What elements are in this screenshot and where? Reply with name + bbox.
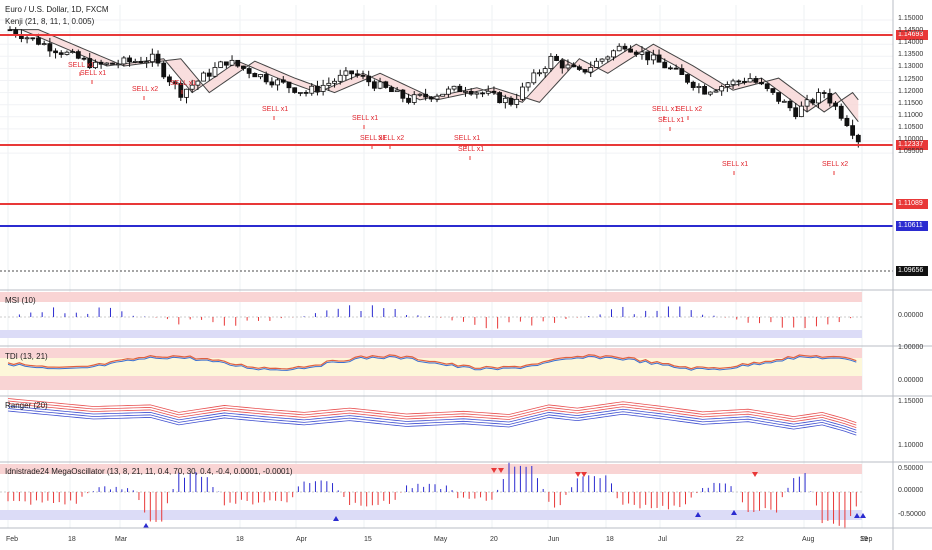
- price-tick: 1.14000: [898, 39, 924, 47]
- sell-signal-label: SELL x1: [458, 146, 485, 153]
- tdi-tick: 0.00000: [898, 377, 924, 384]
- sell-signal-label: SELL x1: [170, 80, 197, 87]
- indicator-panes: [0, 292, 866, 529]
- tdi-tick: 1.00000: [898, 344, 924, 351]
- price-grid: [0, 5, 893, 528]
- time-axis-label: 20: [490, 536, 498, 543]
- price-tick: 1.10000: [898, 136, 924, 143]
- mega-tick: -0.50000: [898, 511, 926, 518]
- support-resistance-levels: [0, 34, 893, 272]
- chart-header: Euro / U.S. Dollar, 1D, FXCM Kenji (21, …: [5, 4, 109, 28]
- sell-signal-label: SELL x1: [262, 106, 289, 113]
- price-tick: 1.14500: [898, 27, 924, 35]
- sell-signal-label: SELL x2: [676, 106, 703, 113]
- time-axis-label: 18: [236, 536, 244, 543]
- price-level-tag: 1.12337: [896, 140, 928, 150]
- price-tick: 1.13500: [898, 51, 924, 59]
- msi-tick: 0.00000: [898, 312, 924, 319]
- price-level-tag: 1.14693: [896, 30, 928, 40]
- mega-tick: 0.00000: [898, 487, 924, 494]
- time-axis-label: 15: [364, 536, 372, 543]
- time-axis-label: 22: [736, 536, 744, 543]
- msi-pane-label[interactable]: MSI (10): [5, 296, 36, 305]
- sell-signal-label: SELL x1: [658, 117, 685, 124]
- price-tick: 1.12500: [898, 75, 924, 83]
- sell-signal-label: SELL x2: [822, 161, 849, 168]
- price-level-tag: 1.10611: [896, 221, 928, 231]
- time-axis-label: Jul: [658, 536, 667, 543]
- sell-signal-label: SELL x1: [352, 115, 379, 122]
- price-tick: 1.11000: [898, 111, 923, 119]
- time-axis-label: Sep: [860, 536, 873, 543]
- price-level-tag: 1.11089: [896, 199, 928, 209]
- ranger-pane-label[interactable]: Ranger (20): [5, 401, 48, 410]
- ranger-tick: 1.10000: [898, 442, 924, 449]
- time-axis-label: Aug: [802, 536, 815, 543]
- sell-signal-label: SELL x1: [454, 135, 481, 142]
- sell-signal-label: SELL x1: [722, 161, 749, 168]
- time-axis-label: Apr: [296, 536, 307, 543]
- time-axis-label: 19: [860, 536, 868, 543]
- price-tick: 1.09500: [898, 148, 924, 156]
- price-tick: 1.15000: [898, 15, 924, 22]
- megaoscillator-pane-label[interactable]: Idnistrade24 MegaOscillator (13, 8, 21, …: [5, 467, 293, 476]
- tdi-pane-label[interactable]: TDI (13, 21): [5, 352, 48, 361]
- sell-signal-label: SELL x1: [68, 62, 95, 69]
- price-tick: 1.12000: [898, 87, 924, 95]
- price-tick: 1.10500: [898, 123, 924, 131]
- sell-signal-label: SELL x2: [132, 86, 159, 93]
- price-tick: 1.13000: [898, 63, 924, 71]
- sell-signal-label: SELL x1: [80, 70, 107, 77]
- symbol-title[interactable]: Euro / U.S. Dollar, 1D, FXCM: [5, 5, 109, 14]
- time-axis-label: Jun: [548, 536, 560, 543]
- kenji-cloud: [10, 29, 859, 122]
- kenji-indicator-label[interactable]: Kenji (21, 8, 11, 1, 0.005): [5, 17, 95, 26]
- time-axis-label: Mar: [115, 536, 128, 543]
- candlestick-series: [7, 26, 861, 148]
- time-axis-label: 18: [606, 536, 614, 543]
- sell-signal-label: SELL x1: [360, 135, 387, 142]
- price-level-tag: 1.09656: [896, 266, 928, 276]
- time-axis-label: 18: [68, 536, 76, 543]
- ranger-tick: 1.15000: [898, 398, 924, 405]
- sell-signal-label: SELL x2: [378, 135, 405, 142]
- mega-tick: 0.50000: [898, 465, 924, 472]
- sell-signal-label: SELL x1: [652, 106, 679, 113]
- time-axis-label: Feb: [6, 536, 19, 543]
- time-axis-label: May: [434, 536, 448, 543]
- price-tick: 1.11500: [898, 99, 923, 107]
